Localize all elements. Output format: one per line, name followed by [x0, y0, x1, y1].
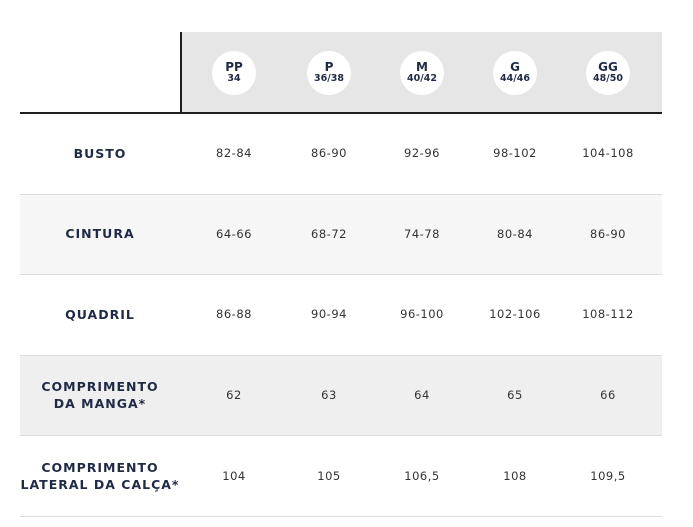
- row-divider: [20, 435, 662, 437]
- size-range: 34: [227, 73, 241, 84]
- cell-value: 105: [317, 468, 341, 483]
- cell-value: 86-90: [590, 226, 626, 241]
- size-label: M: [416, 60, 428, 74]
- cell-value: 74-78: [404, 226, 440, 241]
- cell-value: 63: [321, 388, 337, 403]
- cell-value: 64-66: [216, 226, 252, 241]
- row-label: BUSTO: [20, 113, 180, 194]
- cell-value: 86-88: [216, 307, 252, 322]
- row-label-line: DA MANGA*: [53, 396, 147, 412]
- row-label-line: BUSTO: [73, 145, 127, 161]
- size-range: 48/50: [593, 73, 623, 84]
- row-label-line: CINTURA: [65, 226, 135, 242]
- cell-value: 108-112: [582, 307, 634, 322]
- size-badge: PP 34: [212, 51, 256, 95]
- size-range: 40/42: [407, 73, 437, 84]
- size-badge: M 40/42: [400, 51, 444, 95]
- cell-value: 65: [507, 388, 523, 403]
- row-label: CINTURA: [20, 194, 180, 275]
- row-divider: [20, 354, 662, 356]
- bottom-divider: [20, 516, 662, 517]
- row-divider: [20, 193, 662, 195]
- cell-value: 68-72: [311, 226, 347, 241]
- cell-value: 106,5: [404, 468, 440, 483]
- cell-value: 109,5: [590, 468, 626, 483]
- row-bg: [20, 275, 662, 355]
- size-range: 44/46: [500, 73, 530, 84]
- cell-value: 86-90: [311, 146, 347, 161]
- cell-value: 102-106: [489, 307, 541, 322]
- size-label: GG: [598, 60, 618, 74]
- cell-value: 82-84: [216, 146, 252, 161]
- size-badge: P 36/38: [307, 51, 351, 95]
- row-bg: [20, 355, 662, 436]
- cell-value: 108: [503, 468, 527, 483]
- row-label-line: COMPRIMENTO: [41, 379, 159, 395]
- cell-value: 92-96: [404, 146, 440, 161]
- row-label-line: LATERAL DA CALÇA*: [20, 476, 180, 492]
- row-label: QUADRIL: [20, 274, 180, 355]
- row-bg: [20, 194, 662, 275]
- row-bg: [20, 436, 662, 516]
- cell-value: 90-94: [311, 307, 347, 322]
- row-label: COMPRIMENTO LATERAL DA CALÇA*: [20, 435, 180, 516]
- header-divider: [20, 112, 662, 114]
- cell-value: 64: [414, 388, 430, 403]
- size-badge: GG 48/50: [586, 51, 630, 95]
- cell-value: 104-108: [582, 146, 634, 161]
- row-label: COMPRIMENTO DA MANGA*: [20, 355, 180, 436]
- cell-value: 80-84: [497, 226, 533, 241]
- size-badge: G 44/46: [493, 51, 537, 95]
- row-label-line: COMPRIMENTO: [41, 459, 159, 475]
- cell-value: 96-100: [400, 307, 444, 322]
- row-label-line: QUADRIL: [65, 306, 135, 322]
- size-label: P: [324, 60, 334, 74]
- cell-value: 104: [222, 468, 246, 483]
- size-label: G: [510, 60, 520, 74]
- size-label: PP: [225, 60, 243, 74]
- cell-value: 66: [600, 388, 616, 403]
- row-bg: [20, 114, 662, 194]
- size-range: 36/38: [314, 73, 344, 84]
- row-divider: [20, 274, 662, 276]
- cell-value: 62: [226, 388, 242, 403]
- cell-value: 98-102: [493, 146, 537, 161]
